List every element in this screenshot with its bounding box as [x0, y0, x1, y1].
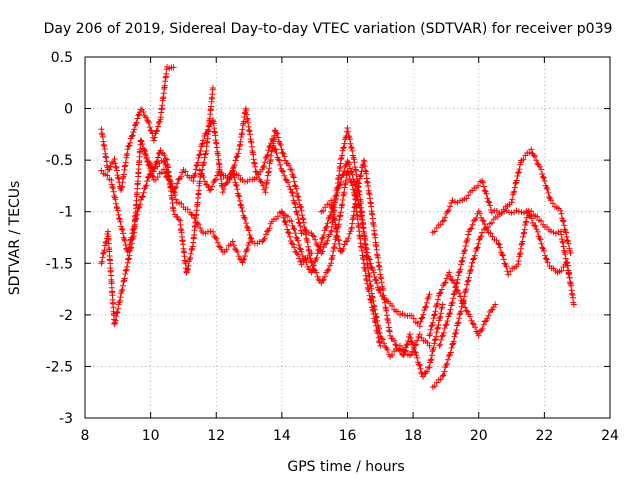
data-points — [98, 63, 577, 391]
series-markers — [429, 207, 574, 391]
y-tick-label: -1 — [59, 205, 73, 221]
grid — [85, 57, 610, 418]
x-tick-label: 10 — [142, 428, 160, 444]
series-markers — [196, 105, 384, 349]
axis-ticks: 8 10 12 14 16 18 20 22 24 0.5 0 -0.5 -1 -1.5 -2 -2.5 -3 — [46, 50, 619, 444]
y-tick-label: -3 — [59, 411, 73, 427]
x-tick-label: 18 — [404, 428, 422, 444]
y-tick-label: -2.5 — [46, 359, 73, 375]
series-markers — [98, 63, 177, 193]
series-track-d — [141, 117, 315, 268]
series-track-l — [426, 269, 499, 339]
x-tick-label: 24 — [601, 428, 619, 444]
series-markers — [318, 157, 446, 380]
x-axis-label: GPS time / hours — [287, 459, 404, 475]
series-markers — [141, 117, 315, 268]
y-tick-label: -1.5 — [46, 256, 73, 272]
series-track-f — [229, 125, 433, 360]
x-tick-label: 14 — [273, 428, 291, 444]
x-tick-label: 20 — [470, 428, 488, 444]
series-track-i — [429, 146, 574, 256]
series-markers — [426, 269, 499, 339]
series-markers — [98, 157, 253, 266]
y-axis-label: SDTVAR / TECUs — [7, 181, 23, 296]
y-tick-label: 0.5 — [51, 50, 73, 66]
x-tick-label: 16 — [339, 428, 357, 444]
series-track-e — [196, 105, 384, 349]
series-markers — [429, 146, 574, 256]
x-tick-label: 22 — [535, 428, 553, 444]
series-track-j — [429, 207, 574, 391]
series-track-a — [98, 63, 177, 193]
y-tick-label: 0 — [64, 102, 73, 118]
chart-title: Day 206 of 2019, Sidereal Day-to-day VTE… — [44, 21, 613, 37]
series-track-k — [436, 208, 577, 349]
series-track-g — [278, 158, 433, 330]
series-markers — [278, 158, 433, 330]
y-tick-label: -2 — [59, 308, 73, 324]
y-tick-label: -0.5 — [46, 153, 73, 169]
x-tick-label: 12 — [207, 428, 225, 444]
series-track-h — [318, 157, 446, 380]
series-markers — [436, 208, 577, 349]
x-tick-label: 8 — [81, 428, 90, 444]
series-markers — [229, 125, 433, 360]
series-track-c — [98, 157, 253, 266]
